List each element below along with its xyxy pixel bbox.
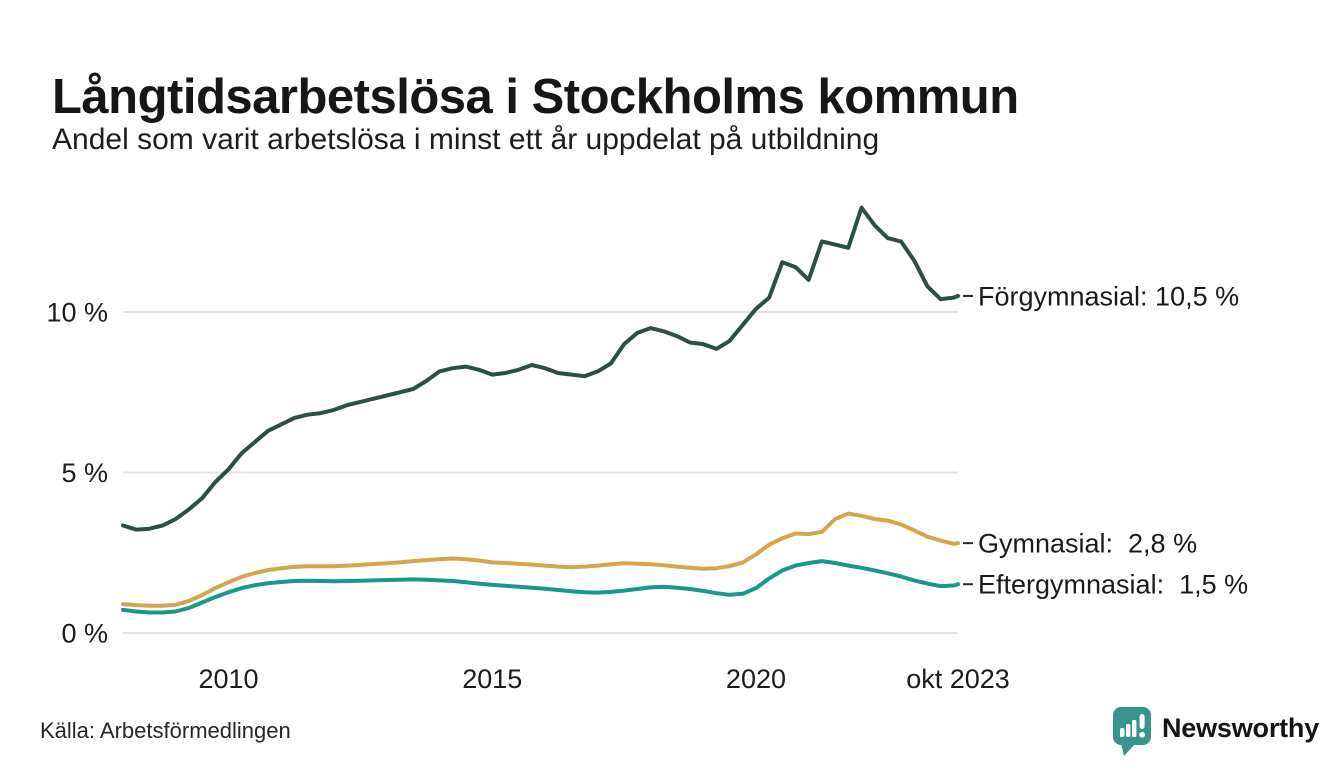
chart-subtitle: Andel som varit arbetslösa i minst ett å… [52,123,880,156]
logo-bar-tall [1132,720,1137,737]
x-tick-label: 2015 [462,664,522,694]
y-axis-tick-labels: 0 % 5 % 10 % [46,298,108,649]
source-note: Källa: Arbetsförmedlingen [40,718,291,743]
x-tick-label: 2010 [198,664,258,694]
series-line [121,511,960,608]
page-title: Långtidsarbetslösa i Stockholms kommun [52,69,1019,124]
newsworthy-wordmark: Newsworthy [1162,712,1320,743]
series-line [121,205,960,532]
series-end-labels: Förgymnasial: 10,5 % Gymnasial: 2,8 % Efte… [963,281,1248,600]
logo-exclamation-dot [1139,731,1145,738]
newsworthy-logo-icon [1113,707,1151,756]
series-lines [121,205,960,615]
y-tick-label: 10 % [46,298,108,328]
y-tick-label: 5 % [61,458,108,488]
logo-bar-small [1120,728,1125,737]
logo-exclamation-stem [1139,714,1145,729]
series-end-label: Förgymnasial: 10,5 % [978,281,1239,311]
newsworthy-logo: Newsworthy [1112,704,1319,760]
x-axis-tick-labels: 2010 2015 2020 okt 2023 [198,664,1009,694]
x-tick-label: 2020 [726,664,786,694]
series-end-label: Eftergymnasial: 1,5 % [978,570,1248,600]
series-end-label: Gymnasial: 2,8 % [978,529,1197,559]
series-line [121,559,960,615]
y-tick-label: 0 % [61,619,108,649]
x-tick-label: okt 2023 [906,664,1010,694]
gridlines [123,311,958,634]
logo-bar-medium [1126,724,1131,737]
